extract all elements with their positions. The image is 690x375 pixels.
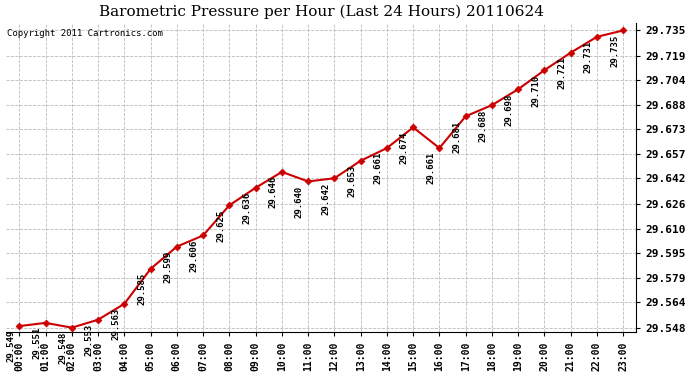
Text: Copyright 2011 Cartronics.com: Copyright 2011 Cartronics.com [8,29,164,38]
Text: 29.721: 29.721 [558,57,566,89]
Text: 29.731: 29.731 [584,41,593,73]
Text: 29.661: 29.661 [374,152,383,184]
Text: 29.735: 29.735 [610,34,619,67]
Text: 29.698: 29.698 [505,93,514,126]
Text: 29.585: 29.585 [137,273,146,305]
Text: 29.599: 29.599 [164,251,172,283]
Text: 29.636: 29.636 [242,192,251,224]
Text: 29.548: 29.548 [59,332,68,364]
Text: 29.661: 29.661 [426,152,435,184]
Text: 29.653: 29.653 [348,165,357,197]
Text: 29.646: 29.646 [268,176,277,209]
Text: 29.606: 29.606 [190,240,199,272]
Text: 29.551: 29.551 [32,327,41,359]
Text: 29.681: 29.681 [453,120,462,153]
Text: 29.553: 29.553 [85,324,94,356]
Text: 29.563: 29.563 [111,308,120,340]
Title: Barometric Pressure per Hour (Last 24 Hours) 20110624: Barometric Pressure per Hour (Last 24 Ho… [99,4,544,18]
Text: 29.549: 29.549 [6,330,15,363]
Text: 29.642: 29.642 [322,182,331,214]
Text: 29.640: 29.640 [295,186,304,218]
Text: 29.625: 29.625 [216,210,225,242]
Text: 29.710: 29.710 [531,74,540,106]
Text: 29.674: 29.674 [400,132,409,164]
Text: 29.688: 29.688 [479,110,488,142]
